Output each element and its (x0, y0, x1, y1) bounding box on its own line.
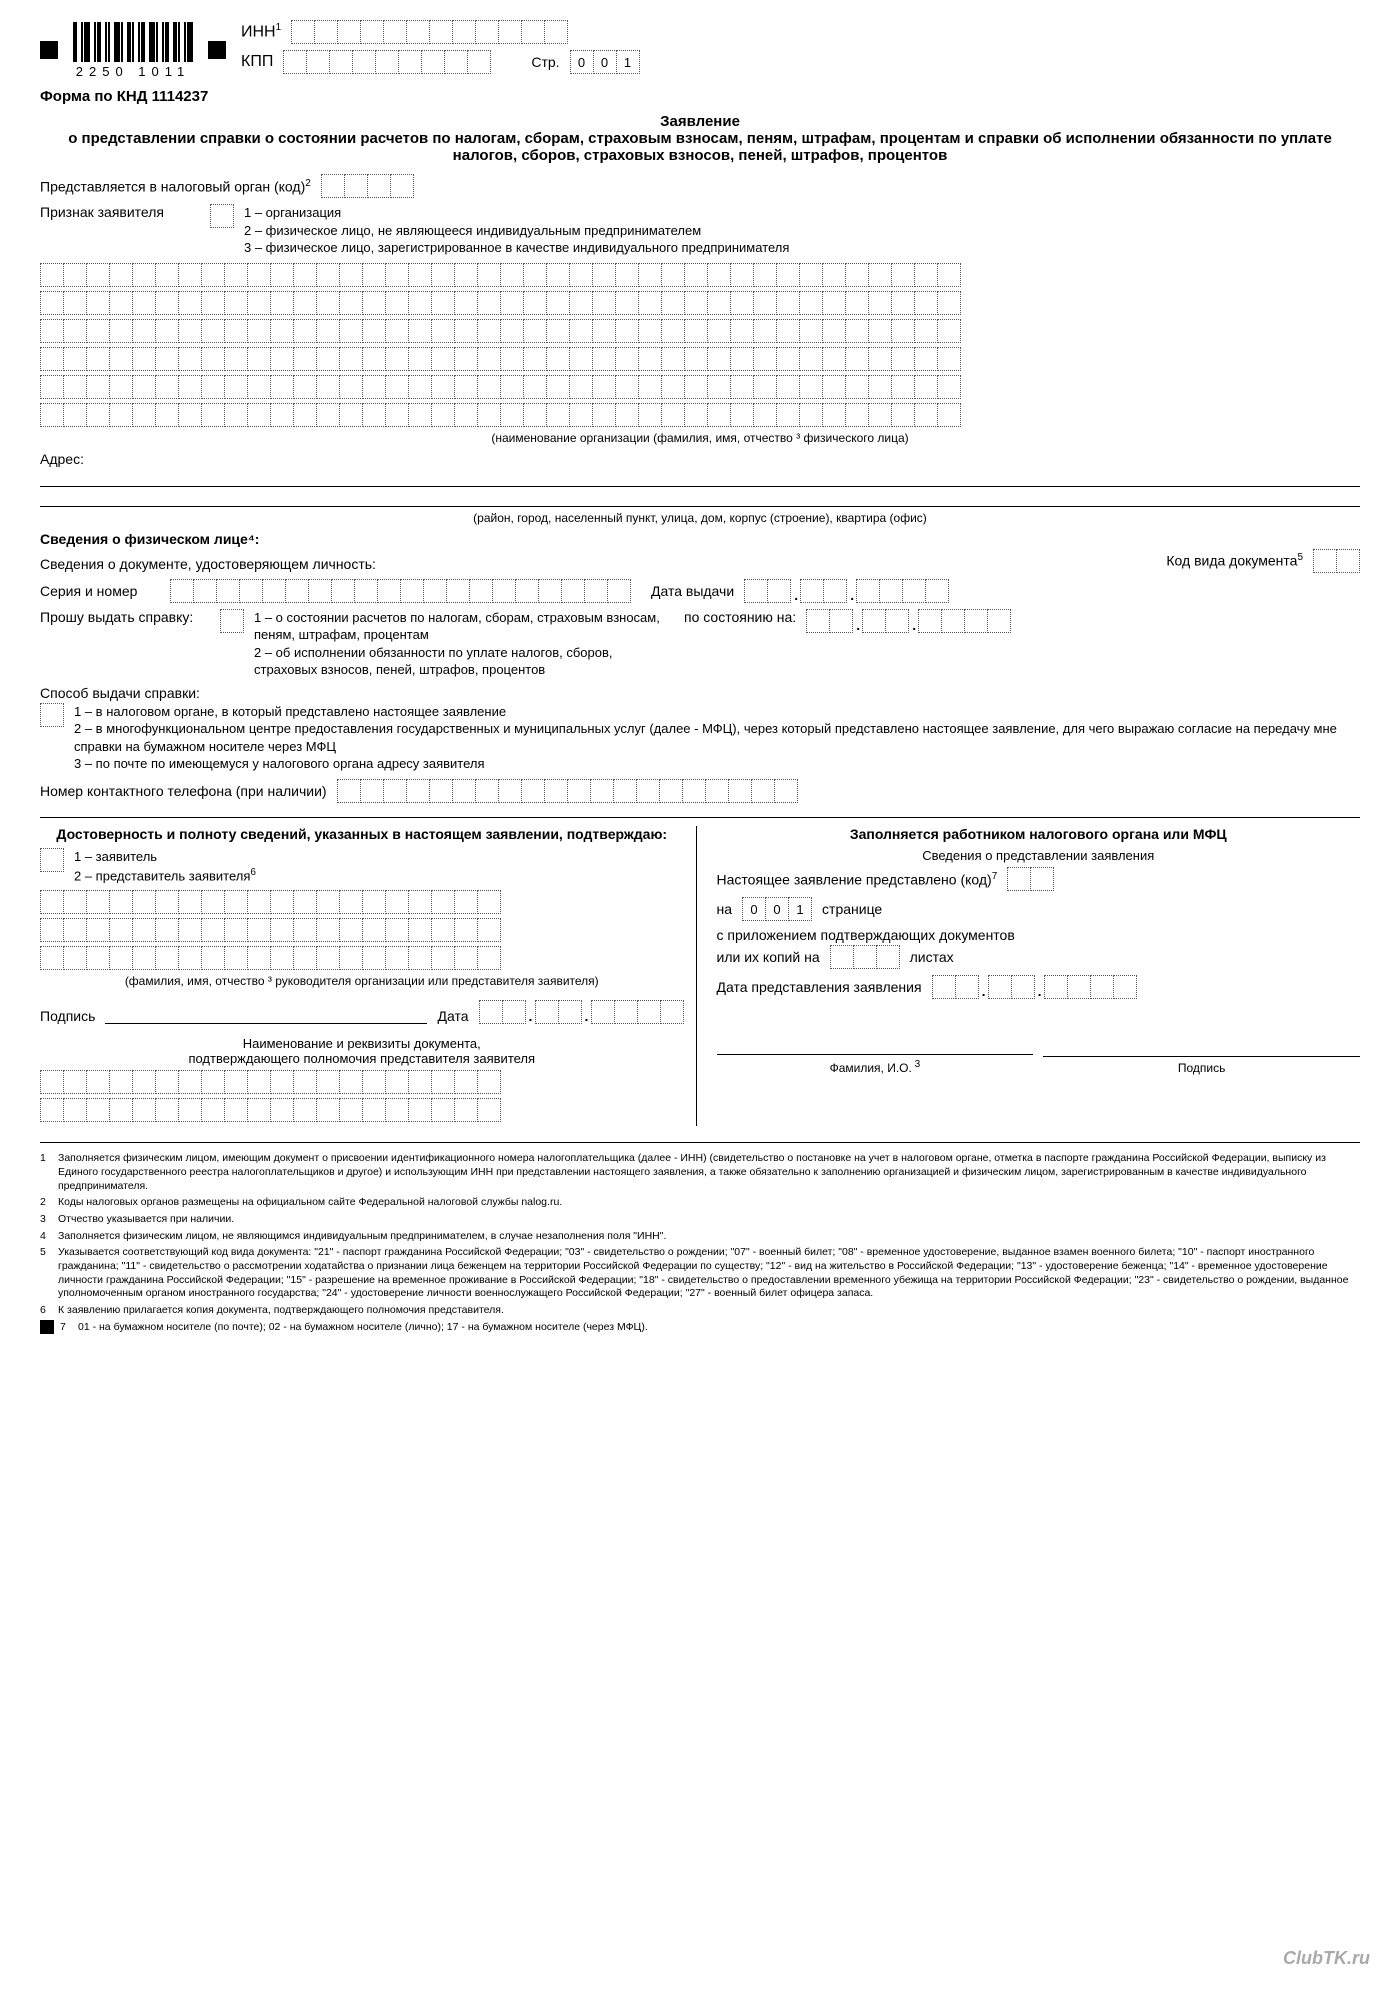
address-note: (район, город, населенный пункт, улица, … (40, 511, 1360, 525)
delivery-label: Способ выдачи справки: (40, 685, 1360, 701)
sig-line[interactable] (105, 1008, 427, 1024)
delivery-options: 1 – в налоговом органе, в который предст… (74, 703, 1360, 773)
kpp-label: КПП (241, 53, 273, 71)
applicant-type-label: Признак заявителя (40, 204, 200, 220)
name-note: (наименование организации (фамилия, имя,… (40, 431, 1360, 445)
marker-square-2 (208, 41, 226, 59)
confirm-cell[interactable] (40, 848, 64, 872)
as-of-cells[interactable]: .. (806, 609, 1011, 633)
series-label: Серия и номер (40, 583, 160, 599)
request-options: 1 – о состоянии расчетов по налогам, сбо… (254, 609, 674, 679)
right-title: Заполняется работником налогового органа… (717, 826, 1361, 842)
right-sig-line[interactable] (1043, 1041, 1360, 1057)
right-subtitle: Сведения о представлении заявления (717, 848, 1361, 863)
pages-word: странице (822, 901, 882, 917)
doc-row-2[interactable] (40, 1098, 684, 1122)
doc-title: Наименование и реквизиты документа, подт… (40, 1036, 684, 1066)
marker-square-top-left (40, 41, 58, 59)
submit-date-label: Дата представления заявления (717, 979, 922, 995)
fio-grid[interactable] (40, 890, 684, 970)
submit-date-cells[interactable]: .. (932, 975, 1137, 999)
request-cell[interactable] (220, 609, 244, 633)
form-code: Форма по КНД 1114237 (40, 88, 1360, 105)
delivery-cell[interactable] (40, 703, 64, 727)
date-label-left: Дата (437, 1008, 468, 1024)
right-fio-label: Фамилия, И.О. (830, 1061, 912, 1075)
or-copies: или их копий на (717, 949, 820, 965)
fio-note: (фамилия, имя, отчество ³ руководителя о… (40, 974, 684, 988)
confirm-options: 1 – заявитель 2 – представитель заявител… (74, 848, 256, 884)
doc-code-cells[interactable] (1313, 549, 1360, 573)
inn-cells[interactable] (291, 20, 568, 44)
doc-row-1[interactable] (40, 1070, 684, 1094)
issue-date-cells[interactable]: .. (744, 579, 949, 603)
barcode: 2250 1011 (73, 22, 193, 79)
confirmation-column: Достоверность и полноту сведений, указан… (40, 826, 697, 1126)
person-section: Сведения о физическом лице⁴: (40, 531, 1360, 547)
header-row: 2250 1011 ИНН1 КПП Стр. 001 (40, 20, 1360, 80)
on-label: на (717, 901, 733, 917)
applicant-options: 1 – организация 2 – физическое лицо, не … (244, 204, 789, 257)
org-code-cells[interactable] (321, 174, 414, 198)
series-cells[interactable] (170, 579, 631, 603)
sheets-word: листах (910, 949, 954, 965)
phone-cells[interactable] (337, 779, 798, 803)
pages-cells: 001 (742, 897, 812, 921)
address-line-1[interactable] (40, 469, 1360, 487)
address-label: Адрес: (40, 451, 1360, 467)
right-sig-label: Подпись (1043, 1061, 1360, 1075)
attach-label: с приложением подтверждающих документов (717, 927, 1361, 943)
main-title: Заявление о представлении справки о сост… (40, 113, 1360, 164)
request-label: Прошу выдать справку: (40, 609, 210, 625)
left-title: Достоверность и полноту сведений, указан… (40, 826, 684, 842)
page-cells: 001 (570, 50, 640, 74)
issue-date-label: Дата выдачи (651, 583, 734, 599)
inn-label: ИНН1 (241, 22, 281, 41)
id-doc-label: Сведения о документе, удостоверяющем лич… (40, 556, 376, 572)
applicant-type-cell[interactable] (210, 204, 234, 228)
watermark: ClubTK.ru (1283, 1948, 1370, 1969)
sheets-cells[interactable] (830, 945, 900, 969)
page-label: Стр. (531, 54, 559, 70)
left-date-cells[interactable]: .. (479, 1000, 684, 1024)
as-of-label: по состоянию на: (684, 609, 796, 625)
org-code-label: Представляется в налоговый орган (код)2 (40, 178, 311, 195)
submitted-code[interactable] (1007, 867, 1054, 891)
marker-square-bottom (40, 1320, 54, 1334)
doc-code-label: Код вида документа5 (1166, 552, 1303, 569)
phone-label: Номер контактного телефона (при наличии) (40, 783, 327, 799)
barcode-text: 2250 1011 (76, 64, 191, 79)
right-fio-line[interactable] (717, 1039, 1034, 1055)
kpp-cells[interactable] (283, 50, 491, 74)
official-column: Заполняется работником налогового органа… (717, 826, 1361, 1126)
footnotes: 1Заполняется физическим лицом, имеющим д… (40, 1142, 1360, 1334)
address-line-2[interactable] (40, 489, 1360, 507)
name-grid[interactable] (40, 263, 1360, 427)
sig-label: Подпись (40, 1008, 95, 1024)
submitted-label: Настоящее заявление представлено (код)7 (717, 871, 998, 888)
